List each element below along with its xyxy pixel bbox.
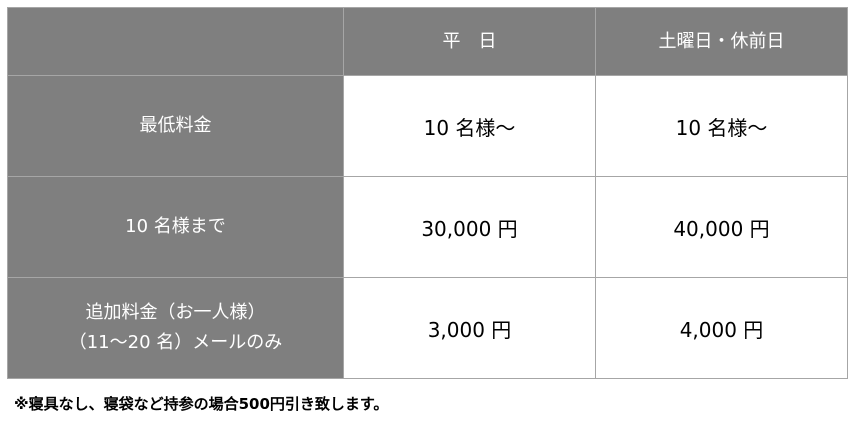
row-label: 追加料金（お一人様） （11～20 名）メールのみ [7,277,344,379]
weekend-value: 10 名様～ [595,75,848,177]
weekday-value: 3,000 円 [343,277,596,379]
weekday-header: 平 日 [343,7,596,76]
table-row: 追加料金（お一人様） （11～20 名）メールのみ 3,000 円 4,000 円 [7,277,848,379]
weekday-value: 30,000 円 [343,176,596,278]
footnote: ※寝具なし、寝袋など持参の場合500円引き致します。 [14,395,389,413]
weekday-value: 10 名様～ [343,75,596,177]
price-table: 平 日 土曜日・休前日 最低料金 10 名様～ 10 名様～ 10 名様まで 3… [7,7,848,379]
row-label: 10 名様まで [7,176,344,278]
weekend-value: 40,000 円 [595,176,848,278]
corner-cell [7,7,344,76]
table-row: 10 名様まで 30,000 円 40,000 円 [7,176,848,278]
table-row: 最低料金 10 名様～ 10 名様～ [7,75,848,177]
row-label: 最低料金 [7,75,344,177]
weekend-header: 土曜日・休前日 [595,7,848,76]
weekend-value: 4,000 円 [595,277,848,379]
header-row: 平 日 土曜日・休前日 [7,7,848,76]
